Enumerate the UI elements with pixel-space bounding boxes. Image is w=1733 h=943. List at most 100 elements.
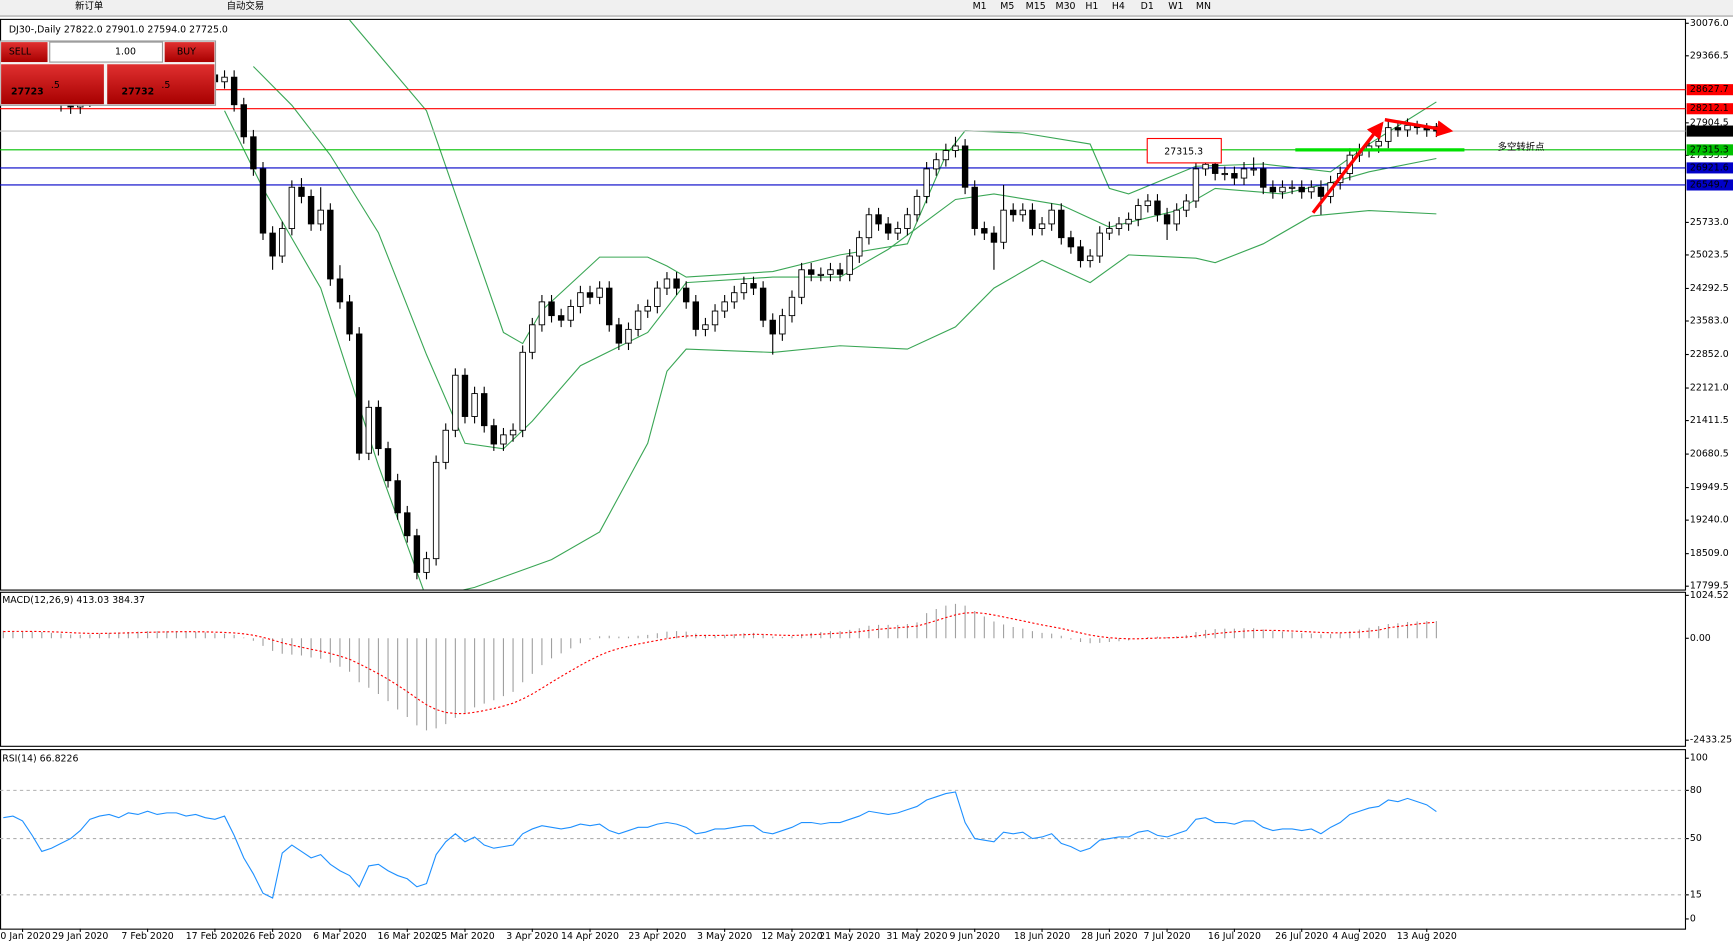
candle-body [221,76,228,83]
candle-body [250,136,257,170]
buy-fraction[interactable]: .5 [161,80,170,91]
x-tick-label: 26 Feb 2020 [243,931,301,942]
candle-body [327,209,334,280]
rsi-plot [0,789,1686,899]
candle-body [971,186,978,229]
candle-body [586,292,594,298]
candle-body [1250,168,1257,171]
toolbar-button[interactable]: M5 [1000,1,1014,12]
candle-body [1404,124,1411,131]
candle-body [644,306,651,312]
level-label: 26549.7 [1690,179,1729,190]
candle-body [279,228,286,257]
lots-value[interactable]: 1.00 [115,47,136,58]
toolbar-button[interactable]: W1 [1168,1,1183,12]
buy-label[interactable]: BUY [177,47,196,58]
candle-body [432,461,440,560]
candle-body [1221,173,1228,176]
candle-body [1260,168,1267,188]
candle-body [500,434,507,445]
x-tick-label: 16 Jul 2020 [1208,931,1261,942]
candle-body [865,214,873,239]
y-tick-label: 29366.5 [1690,50,1729,61]
toolbar-button[interactable]: D1 [1141,1,1154,12]
sell-fraction[interactable]: .5 [51,80,60,91]
candle-body [933,159,940,170]
y-tick-label: 50 [1690,833,1702,844]
candle-body [1077,246,1084,262]
candle-body [1096,232,1103,257]
candle-body [269,232,276,257]
level-label: 28627.7 [1690,84,1729,95]
candle-body [779,315,786,335]
buy-price-box[interactable] [107,64,215,105]
candle-body [346,301,353,335]
y-tick-label: 100 [1690,753,1708,764]
candle-body [702,324,709,330]
y-tick-label: 23583.0 [1690,315,1729,326]
current-price-label: 27725.0 [1690,126,1729,137]
candle-body [1144,200,1152,207]
candle-body [923,168,930,197]
candle-body [1163,214,1171,225]
sell-label[interactable]: SELL [9,47,32,58]
candle-body [913,195,921,216]
x-tick-label: 7 Feb 2020 [121,931,173,942]
buy-button[interactable] [164,42,215,63]
sell-button[interactable] [1,42,48,63]
y-tick-label: 24292.5 [1690,283,1729,294]
chart-title: DJ30-,Daily 27822.0 27901.0 27594.0 2772… [9,24,228,35]
x-tick-label: 4 Aug 2020 [1332,931,1386,942]
y-tick-label: 25733.0 [1690,217,1729,228]
y-tick-label: 22852.0 [1690,349,1729,360]
candle-body [1385,127,1392,142]
sell-price[interactable]: 27723 [11,86,44,97]
candle-body [817,273,825,276]
candle-body [981,228,988,234]
rsi-panel [0,749,1687,930]
sell-price-box[interactable] [1,64,104,105]
candle-body [461,374,469,417]
candle-body [490,425,498,445]
candle-body [442,429,449,463]
x-tick-label: 13 Aug 2020 [1397,931,1457,942]
x-tick-label: 23 Apr 2020 [628,931,686,942]
x-tick-label: 17 Feb 2020 [186,931,244,942]
toolbar-button[interactable]: 自动交易 [227,0,265,12]
candle-body [692,301,700,330]
candle-body [1067,237,1075,248]
lots-input[interactable] [49,41,164,63]
y-tick-label: 30076.0 [1690,18,1729,29]
candle-body [413,535,421,573]
candle-body [711,310,719,326]
candle-body [481,393,488,427]
toolbar-button[interactable]: M15 [1026,1,1046,12]
candle-body [654,287,661,307]
candle-body [240,104,247,138]
candle-body [1000,209,1007,243]
toolbar-button[interactable]: MN [1196,1,1211,12]
candle-body [365,406,373,454]
candle-body [625,328,632,344]
toolbar-button[interactable]: H4 [1112,1,1125,12]
level-label-box [1686,103,1733,115]
annotation-price: 27315.3 [1164,146,1203,157]
candle-body [577,292,584,307]
toolbar-button[interactable]: M30 [1055,1,1075,12]
toolbar-button[interactable]: M1 [973,1,987,12]
candle-body [423,558,430,573]
candle-body [1009,209,1017,216]
candle-body [336,278,344,303]
y-tick-label: 22121.0 [1690,383,1729,394]
trend-arrow [1384,118,1454,137]
candle-body [529,324,536,353]
toolbar-button[interactable]: H1 [1085,1,1098,12]
level-label-box [1686,144,1733,156]
toolbar-button[interactable]: 新订单 [75,0,103,12]
candle-body [894,228,901,234]
macd-plot [2,603,1437,731]
candle-body [1298,186,1305,193]
y-tick-label: 17799.5 [1690,581,1729,592]
candle-body [856,237,863,257]
buy-price[interactable]: 27732 [122,86,155,97]
